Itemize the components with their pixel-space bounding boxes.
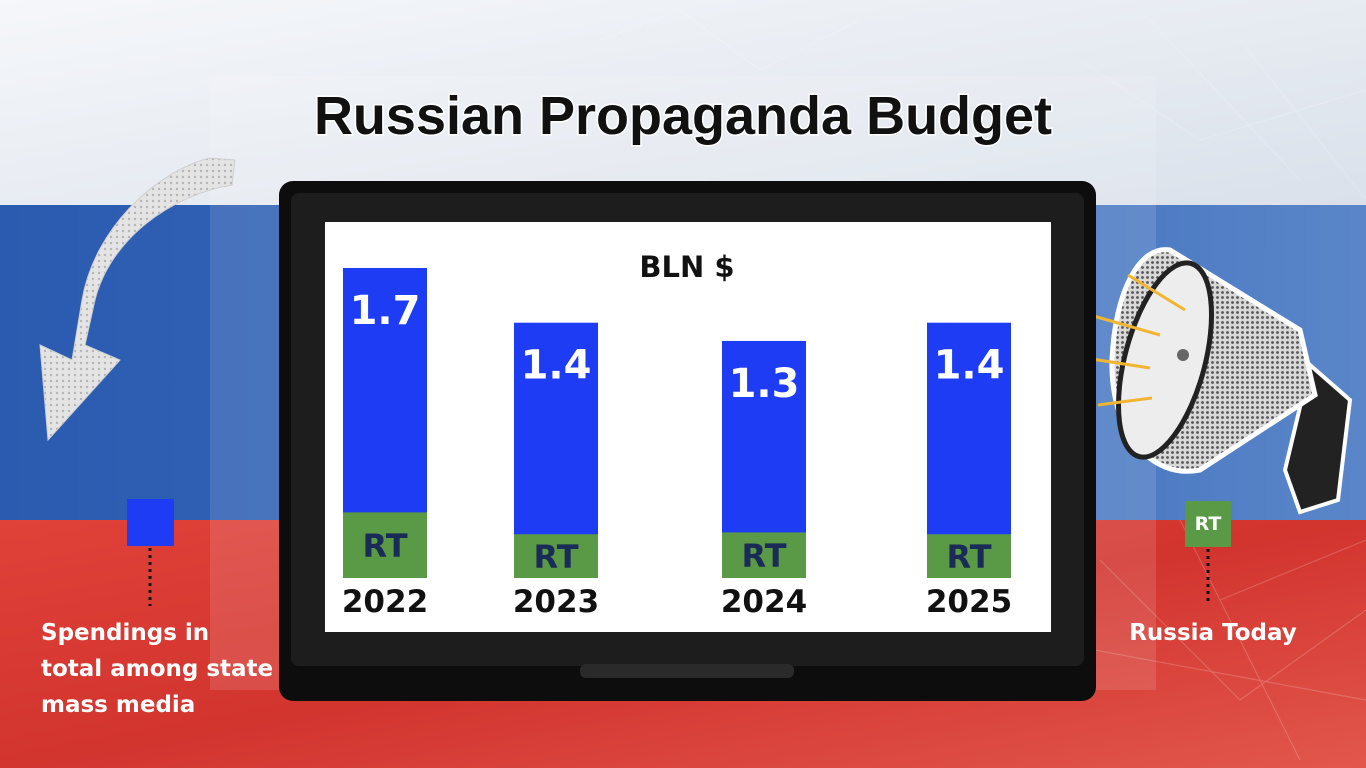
bar-rt-2022 bbox=[343, 512, 427, 578]
bar-rt-label-2025: RT bbox=[946, 538, 991, 576]
bar-rt-2023 bbox=[514, 534, 598, 578]
legend-rt: RT Russia Today bbox=[1129, 501, 1297, 646]
x-tick-2025: 2025 bbox=[926, 584, 1012, 620]
x-tick-2024: 2024 bbox=[721, 584, 807, 620]
network-lines bbox=[599, 9, 1366, 761]
bar-rt-label-2022: RT bbox=[362, 527, 407, 565]
bars-group: RT 1.7 2022 RT 1.4 2023 RT 1.3 2024 RT 1.4 2025 bbox=[342, 268, 1012, 620]
data-label-2023: 1.4 bbox=[521, 343, 592, 389]
legend-total-line-3: mass media bbox=[41, 692, 195, 718]
arrow-down-icon bbox=[39, 157, 236, 442]
legend-rt-swatch bbox=[1185, 501, 1231, 547]
legend-rt-badge: RT bbox=[1195, 513, 1222, 535]
bar-rt-label-2023: RT bbox=[533, 538, 578, 576]
data-label-2025: 1.4 bbox=[934, 343, 1005, 389]
chart-title: Russian Propaganda Budget bbox=[314, 86, 1052, 146]
megaphone-icon bbox=[1084, 247, 1353, 515]
legend-total-swatch bbox=[127, 499, 174, 546]
legend-total-line-1: Spendings in bbox=[41, 620, 209, 646]
unit-label: BLN $ bbox=[639, 250, 734, 284]
legend-total-label: Spendings in total among state mass medi… bbox=[41, 620, 281, 718]
data-label-2024: 1.3 bbox=[729, 361, 800, 407]
x-tick-2023: 2023 bbox=[513, 584, 599, 620]
tv-frame bbox=[279, 181, 1096, 701]
legend-rt-label: Russia Today bbox=[1129, 620, 1297, 646]
legend-total: Spendings in total among state mass medi… bbox=[41, 499, 281, 718]
bar-rt-2025 bbox=[927, 534, 1011, 578]
tv-stand bbox=[580, 664, 794, 678]
legend-total-line-2: total among state bbox=[41, 656, 273, 682]
bar-rt-2024 bbox=[722, 532, 806, 578]
data-label-2022: 1.7 bbox=[350, 288, 421, 334]
x-tick-2022: 2022 bbox=[342, 584, 428, 620]
bar-chart: BLN $ RT 1.7 2022 RT 1.4 2023 RT 1.3 2024 RT 1.4 20… bbox=[342, 250, 1012, 620]
bar-rt-label-2024: RT bbox=[741, 537, 786, 575]
